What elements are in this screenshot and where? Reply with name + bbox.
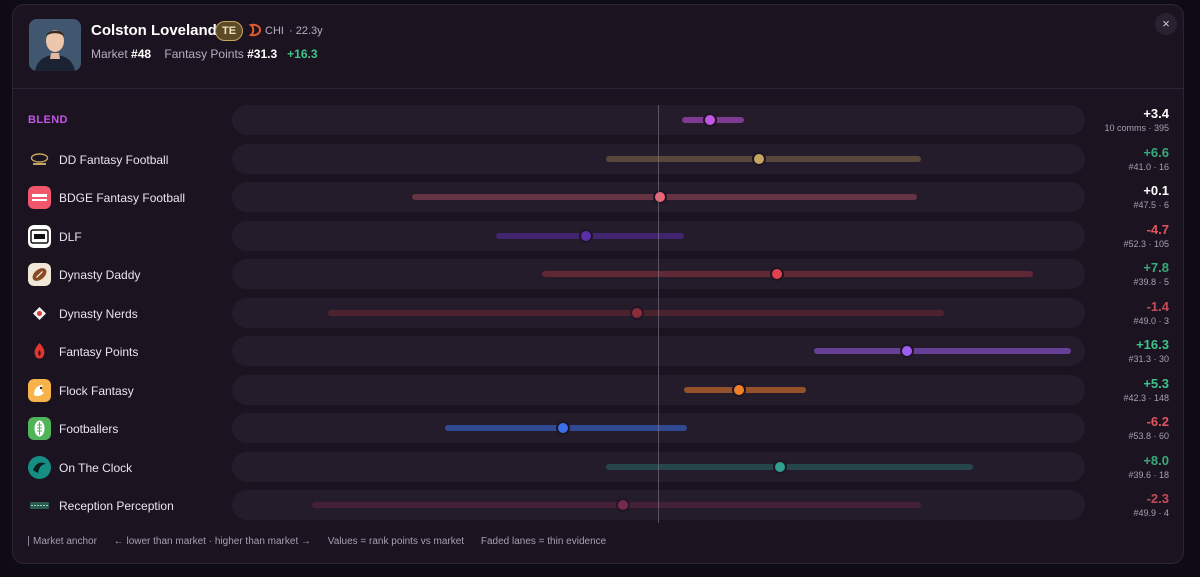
market-anchor-line (658, 105, 659, 523)
blend-label: BLEND (28, 114, 68, 126)
player-detail-panel: Colston Loveland TE CHI · 22.3y Market #… (12, 4, 1184, 564)
value-dot[interactable] (770, 267, 785, 281)
market-label: Market (91, 47, 128, 61)
source-row-dd-fantasy-football[interactable]: DD Fantasy Football +6.6 #41.0 · 16 (13, 143, 1183, 176)
delta-value: -4.7 (1146, 221, 1169, 237)
range-bar (814, 348, 1071, 354)
rank-summary: Market #48 Fantasy Points #31.3 +16.3 (91, 47, 318, 61)
rank-and-count: #39.6 · 18 (1128, 469, 1169, 480)
source-name: Reception Perception (59, 499, 174, 513)
source-name: BDGE Fantasy Football (59, 191, 186, 205)
rank-and-count: 10 comms · 395 (1104, 123, 1169, 133)
close-button[interactable]: × (1155, 13, 1177, 35)
dynasty-nerds-logo-icon (28, 301, 51, 325)
on-the-clock-logo-icon (28, 455, 51, 479)
rank-and-count: #42.3 · 148 (1123, 392, 1169, 403)
source-row-reception-perception[interactable]: Reception Perception -2.3 #49.9 · 4 (13, 490, 1183, 522)
source-name: DLF (59, 229, 82, 244)
legend-faded: Faded lanes = thin evidence (480, 536, 607, 547)
fantasy-points-rank: #31.3 (247, 47, 278, 61)
source-name: On The Clock (59, 460, 133, 475)
value-dot[interactable] (579, 228, 594, 243)
source-row-dlf[interactable]: DLF -4.7 #52.3 · 105 (13, 220, 1183, 253)
delta-value: +8.0 (1143, 452, 1169, 468)
dd-fantasy-football-logo-icon (28, 147, 51, 171)
value-dot[interactable] (615, 498, 630, 512)
delta-value: +7.8 (1143, 260, 1169, 275)
team-label: CHI (265, 25, 284, 37)
position-badge: TE (215, 21, 243, 41)
source-row-on-the-clock[interactable]: On The Clock +8.0 #39.6 · 18 (13, 451, 1183, 484)
fantasy-points-logo-icon (28, 340, 51, 363)
delta-value: -1.4 (1146, 298, 1169, 314)
source-row-blend[interactable]: BLEND +3.4 10 comms · 395 (13, 105, 1183, 137)
source-row-fantasy-points[interactable]: Fantasy Points +16.3 #31.3 · 30 (13, 336, 1183, 368)
value-dot[interactable] (900, 344, 915, 358)
value-dot[interactable] (629, 305, 644, 320)
rank-and-count: #53.8 · 60 (1128, 431, 1169, 441)
rank-and-count: #31.3 · 30 (1128, 354, 1169, 364)
source-row-footballers[interactable]: Footballers -6.2 #53.8 · 60 (13, 413, 1183, 445)
value-dot[interactable] (556, 421, 571, 435)
fantasy-points-delta: +16.3 (287, 47, 318, 61)
value-dot[interactable] (773, 459, 788, 474)
delta-value: +5.3 (1143, 375, 1169, 391)
reception-perception-logo-icon (28, 494, 51, 517)
value-dot[interactable] (652, 190, 667, 204)
delta-value: -6.2 (1146, 414, 1169, 429)
source-name: Dynasty Nerds (59, 306, 138, 321)
source-row-dynasty-nerds[interactable]: Dynasty Nerds -1.4 #49.0 · 3 (13, 297, 1183, 330)
rank-and-count: #49.9 · 4 (1133, 508, 1169, 518)
source-name: Flock Fantasy (59, 383, 134, 398)
source-row-dynasty-daddy[interactable]: Dynasty Daddy +7.8 #39.8 · 5 (13, 259, 1183, 291)
delta-value: +16.3 (1136, 337, 1169, 352)
source-name: Footballers (59, 422, 119, 436)
rank-and-count: #41.0 · 16 (1128, 161, 1169, 172)
bdge-logo-icon (28, 186, 51, 209)
anchor-tick-icon (28, 536, 29, 547)
rank-and-count: #47.5 · 6 (1133, 200, 1169, 210)
chart-legend: Market anchor ← lower than market · high… (28, 536, 620, 547)
source-row-bdge-fantasy-football[interactable]: BDGE Fantasy Football +0.1 #47.5 · 6 (13, 182, 1183, 214)
value-dot[interactable] (703, 113, 718, 127)
bears-logo-icon (248, 23, 262, 37)
dynasty-daddy-logo-icon (28, 263, 51, 286)
delta-value: +3.4 (1143, 106, 1169, 121)
delta-value: +6.6 (1143, 144, 1169, 160)
footballers-logo-icon (28, 417, 51, 440)
delta-value: +0.1 (1143, 183, 1169, 198)
rank-and-count: #39.8 · 5 (1133, 277, 1169, 287)
player-age: · 22.3y (289, 25, 323, 37)
dlf-logo-icon (28, 224, 51, 248)
source-row-flock-fantasy[interactable]: Flock Fantasy +5.3 #42.3 · 148 (13, 374, 1183, 407)
fantasy-points-label: Fantasy Points (164, 47, 244, 61)
player-name: Colston Loveland (91, 22, 217, 39)
delta-value: -2.3 (1146, 491, 1169, 506)
range-bar (541, 271, 1033, 277)
source-name: DD Fantasy Football (59, 152, 169, 167)
value-dot[interactable] (732, 382, 747, 397)
source-name: Fantasy Points (59, 345, 139, 359)
flock-fantasy-logo-icon (28, 378, 51, 402)
market-rank: #48 (131, 47, 152, 61)
legend-values: Values = rank points vs market (327, 536, 465, 547)
legend-anchor: Market anchor (28, 536, 97, 547)
rank-and-count: #49.0 · 3 (1133, 315, 1169, 326)
source-name: Dynasty Daddy (59, 268, 141, 282)
player-avatar (29, 19, 81, 71)
player-header: Colston Loveland TE CHI · 22.3y Market #… (13, 5, 1183, 89)
range-bar (605, 463, 974, 470)
rank-and-count: #52.3 · 105 (1123, 238, 1169, 249)
value-dot[interactable] (751, 151, 766, 166)
legend-direction: ← lower than market · higher than market… (113, 536, 312, 547)
